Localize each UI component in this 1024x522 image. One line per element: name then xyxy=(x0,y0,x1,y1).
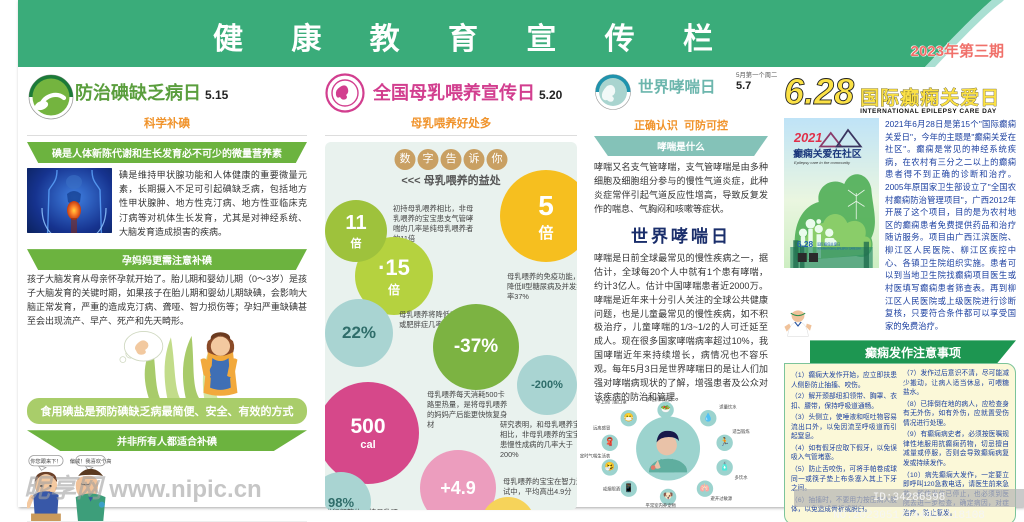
svg-text:INTERNATIONAL EPILEPSY CARE DA: INTERNATIONAL EPILEPSY CARE DAY xyxy=(817,247,861,250)
svg-text:癫痫关爱在社区: 癫痫关爱在社区 xyxy=(793,147,861,160)
svg-text:2021: 2021 xyxy=(793,130,822,145)
svg-text:国际癫痫关爱日: 国际癫痫关爱日 xyxy=(817,242,840,247)
svg-text:6.28: 6.28 xyxy=(797,240,813,249)
svg-text:Epilepsy care in the community: Epilepsy care in the community xyxy=(794,160,851,165)
